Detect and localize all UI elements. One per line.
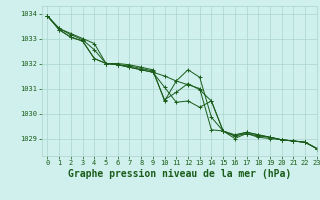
X-axis label: Graphe pression niveau de la mer (hPa): Graphe pression niveau de la mer (hPa)	[68, 169, 291, 179]
